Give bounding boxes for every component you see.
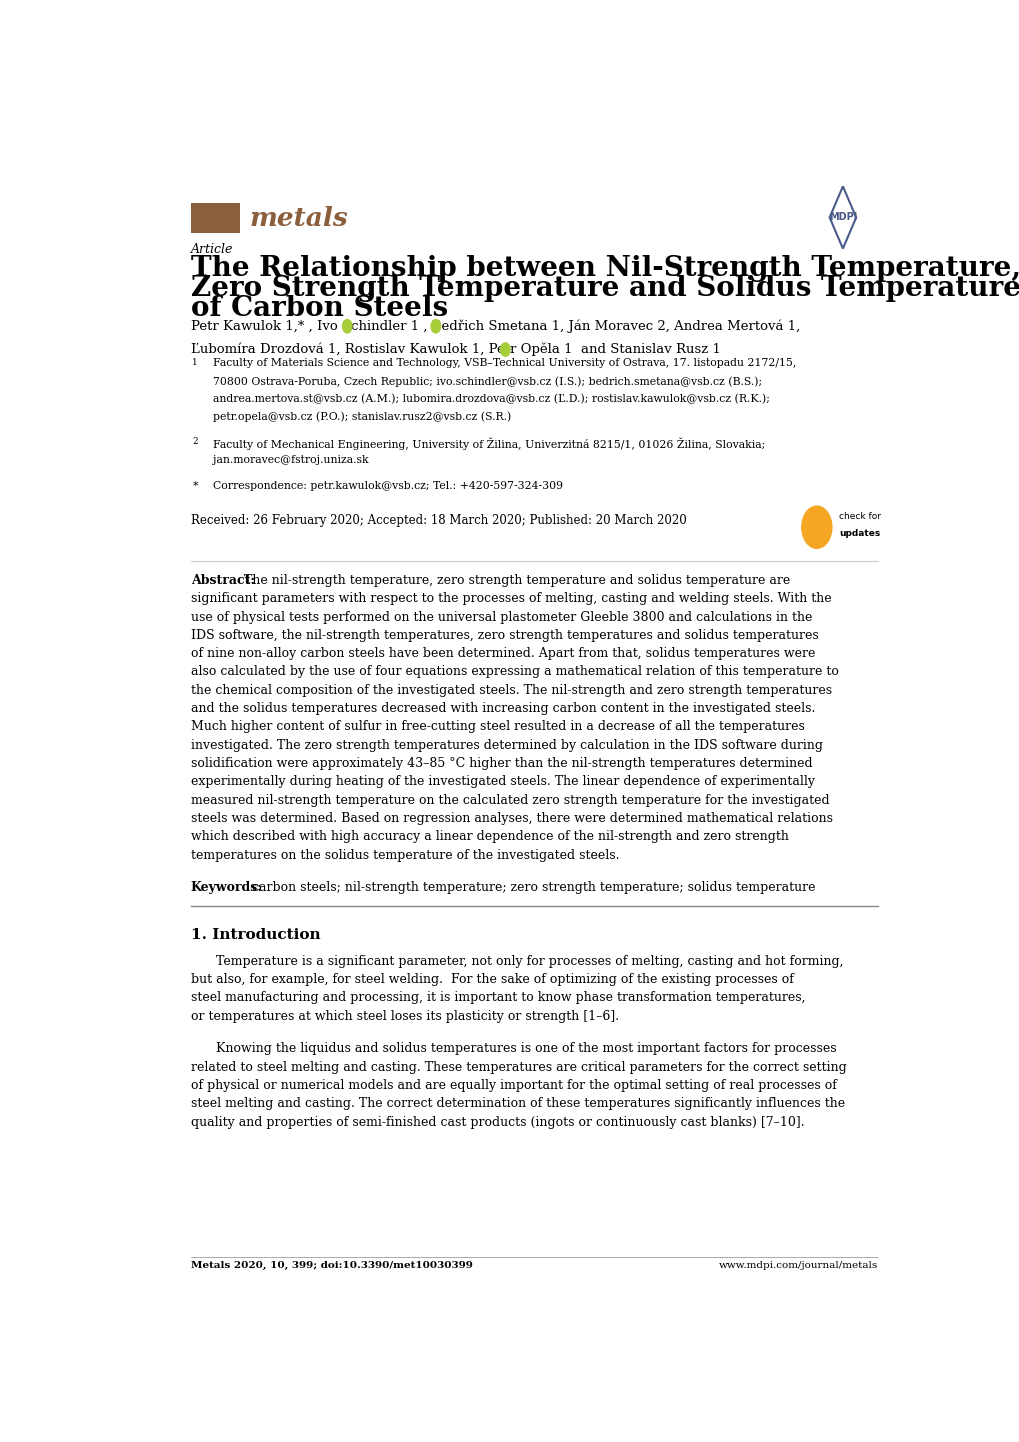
Text: ✓: ✓ — [810, 516, 822, 532]
Text: Metals 2020, 10, 399; doi:10.3390/met10030399: Metals 2020, 10, 399; doi:10.3390/met100… — [191, 1262, 472, 1270]
Text: measured nil-strength temperature on the calculated zero strength temperature fo: measured nil-strength temperature on the… — [191, 793, 828, 806]
Text: IDS software, the nil-strength temperatures, zero strength temperatures and soli: IDS software, the nil-strength temperatu… — [191, 629, 817, 642]
Text: jan.moravec@fstroj.uniza.sk: jan.moravec@fstroj.uniza.sk — [213, 456, 368, 466]
Text: Ľubomíra Drozdová 1, Rostislav Kawulok 1, Petr Opěla 1  and Stanislav Rusz 1: Ľubomíra Drozdová 1, Rostislav Kawulok 1… — [191, 343, 719, 356]
Text: petr.opela@vsb.cz (P.O.); stanislav.rusz2@vsb.cz (S.R.): petr.opela@vsb.cz (P.O.); stanislav.rusz… — [213, 412, 511, 423]
Text: 1. Introduction: 1. Introduction — [191, 929, 320, 942]
Text: also calculated by the use of four equations expressing a mathematical relation : also calculated by the use of four equat… — [191, 665, 838, 679]
Text: metals: metals — [249, 206, 347, 231]
Text: or temperatures at which steel loses its plasticity or strength [1–6].: or temperatures at which steel loses its… — [191, 1009, 619, 1022]
Text: use of physical tests performed on the universal plastometer Gleeble 3800 and ca: use of physical tests performed on the u… — [191, 610, 811, 623]
Polygon shape — [828, 186, 855, 248]
Circle shape — [342, 320, 352, 333]
Text: investigated. The zero strength temperatures determined by calculation in the ID: investigated. The zero strength temperat… — [191, 738, 822, 751]
Text: steel manufacturing and processing, it is important to know phase transformation: steel manufacturing and processing, it i… — [191, 991, 804, 1005]
Text: Faculty of Materials Science and Technology, VSB–Technical University of Ostrava: Faculty of Materials Science and Technol… — [213, 359, 796, 369]
FancyBboxPatch shape — [191, 203, 239, 234]
Text: the chemical composition of the investigated steels. The nil-strength and zero s: the chemical composition of the investig… — [191, 684, 832, 696]
Text: Received: 26 February 2020; Accepted: 18 March 2020; Published: 20 March 2020: Received: 26 February 2020; Accepted: 18… — [191, 513, 686, 526]
Text: 1: 1 — [193, 359, 198, 368]
Text: temperatures on the solidus temperature of the investigated steels.: temperatures on the solidus temperature … — [191, 849, 619, 862]
Text: solidification were approximately 43–85 °C higher than the nil-strength temperat: solidification were approximately 43–85 … — [191, 757, 811, 770]
Text: andrea.mertova.st@vsb.cz (A.M.); lubomira.drozdova@vsb.cz (Ľ.D.); rostislav.kawu: andrea.mertova.st@vsb.cz (A.M.); lubomir… — [213, 394, 769, 404]
Text: Faculty of Mechanical Engineering, University of Žilina, Univerzitná 8215/1, 010: Faculty of Mechanical Engineering, Unive… — [213, 437, 764, 450]
Text: which described with high accuracy a linear dependence of the nil-strength and z: which described with high accuracy a lin… — [191, 831, 788, 844]
Text: of physical or numerical models and are equally important for the optimal settin: of physical or numerical models and are … — [191, 1079, 836, 1092]
Text: experimentally during heating of the investigated steels. The linear dependence : experimentally during heating of the inv… — [191, 776, 814, 789]
Text: *: * — [193, 480, 198, 490]
Text: steels was determined. Based on regression analyses, there were determined mathe: steels was determined. Based on regressi… — [191, 812, 832, 825]
Text: updates: updates — [839, 529, 879, 538]
Circle shape — [500, 343, 510, 356]
Text: Petr Kawulok 1,* , Ivo Schindler 1 , Bedřich Smetana 1, Ján Moravec 2, Andrea Me: Petr Kawulok 1,* , Ivo Schindler 1 , Bed… — [191, 320, 799, 333]
Text: of Carbon Steels: of Carbon Steels — [191, 296, 447, 322]
Text: significant parameters with respect to the processes of melting, casting and wel: significant parameters with respect to t… — [191, 593, 830, 606]
Circle shape — [431, 320, 440, 333]
Text: The nil-strength temperature, zero strength temperature and solidus temperature : The nil-strength temperature, zero stren… — [245, 574, 790, 587]
Text: Abstract:: Abstract: — [191, 574, 255, 587]
Text: Correspondence: petr.kawulok@vsb.cz; Tel.: +420-597-324-309: Correspondence: petr.kawulok@vsb.cz; Tel… — [213, 480, 562, 490]
Text: 2: 2 — [193, 437, 198, 447]
Text: The Relationship between Nil-Strength Temperature,: The Relationship between Nil-Strength Te… — [191, 255, 1019, 283]
Text: and the solidus temperatures decreased with increasing carbon content in the inv: and the solidus temperatures decreased w… — [191, 702, 814, 715]
Text: Much higher content of sulfur in free-cutting steel resulted in a decrease of al: Much higher content of sulfur in free-cu… — [191, 721, 804, 734]
Text: but also, for example, for steel welding.  For the sake of optimizing of the exi: but also, for example, for steel welding… — [191, 973, 793, 986]
Text: carbon steels; nil-strength temperature; zero strength temperature; solidus temp: carbon steels; nil-strength temperature;… — [249, 881, 815, 894]
Text: 70800 Ostrava-Poruba, Czech Republic; ivo.schindler@vsb.cz (I.S.); bedrich.smeta: 70800 Ostrava-Poruba, Czech Republic; iv… — [213, 376, 761, 386]
Text: Zero Strength Temperature and Solidus Temperature: Zero Strength Temperature and Solidus Te… — [191, 275, 1019, 303]
Text: of nine non-alloy carbon steels have been determined. Apart from that, solidus t: of nine non-alloy carbon steels have bee… — [191, 647, 814, 660]
Circle shape — [801, 506, 832, 548]
Text: related to steel melting and casting. These temperatures are critical parameters: related to steel melting and casting. Th… — [191, 1061, 846, 1074]
Text: Knowing the liquidus and solidus temperatures is one of the most important facto: Knowing the liquidus and solidus tempera… — [216, 1043, 836, 1056]
Text: Temperature is a significant parameter, not only for processes of melting, casti: Temperature is a significant parameter, … — [216, 955, 843, 968]
Text: steel melting and casting. The correct determination of these temperatures signi: steel melting and casting. The correct d… — [191, 1097, 844, 1110]
Text: quality and properties of semi-finished cast products (ingots or continuously ca: quality and properties of semi-finished … — [191, 1116, 804, 1129]
Text: www.mdpi.com/journal/metals: www.mdpi.com/journal/metals — [718, 1262, 877, 1270]
Text: Keywords:: Keywords: — [191, 881, 262, 894]
Text: MDPI: MDPI — [828, 212, 856, 222]
Text: check for: check for — [839, 512, 880, 521]
Text: Article: Article — [191, 244, 233, 257]
